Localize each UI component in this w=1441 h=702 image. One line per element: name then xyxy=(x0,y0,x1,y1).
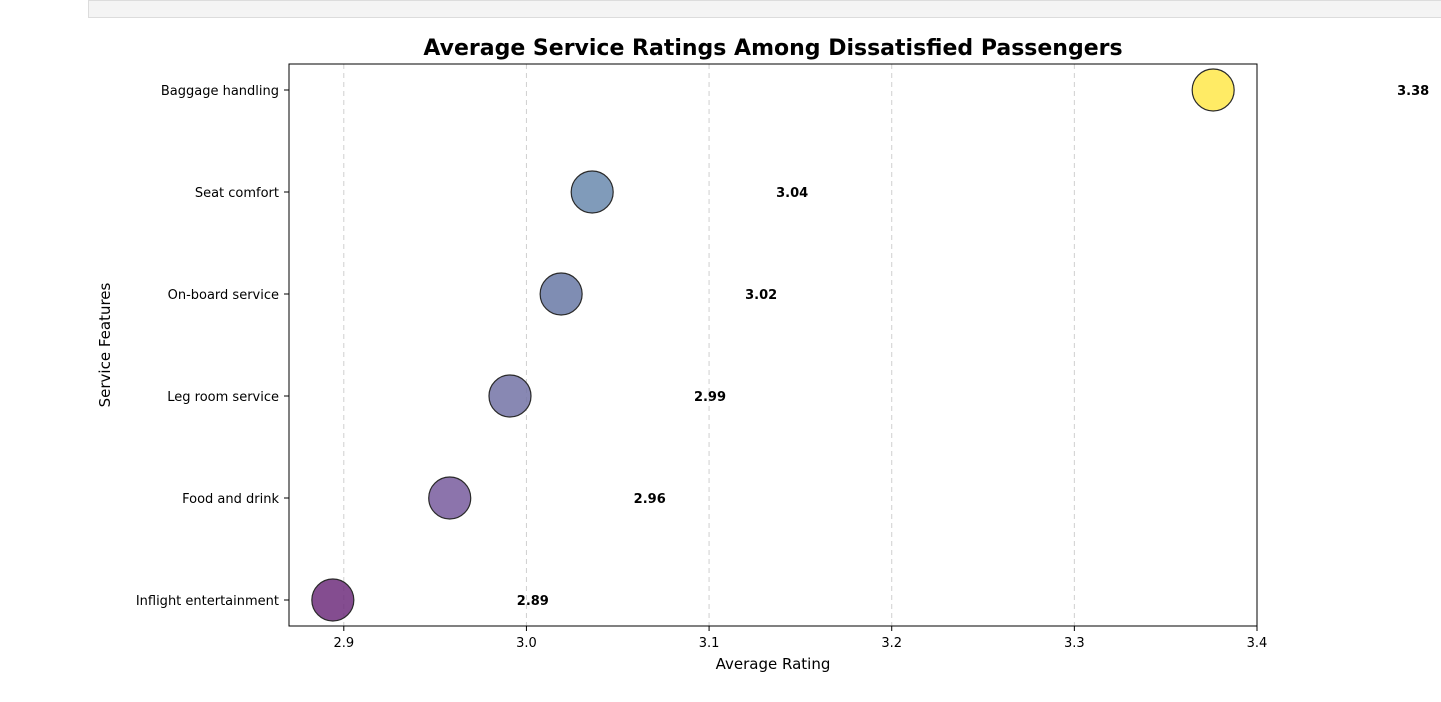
data-point-marker xyxy=(428,476,472,520)
y-tick-label: Leg room service xyxy=(167,390,279,405)
data-value-label: 2.89 xyxy=(517,594,549,609)
notebook-output-bar xyxy=(88,0,1441,18)
y-tick-label: Inflight entertainment xyxy=(136,594,279,609)
plot-area-frame xyxy=(288,63,1258,627)
grid-layer xyxy=(343,64,1258,626)
x-tick-label: 3.4 xyxy=(1247,636,1268,651)
data-markers xyxy=(311,68,1235,622)
data-point-marker xyxy=(311,578,355,622)
y-tick-label: Seat comfort xyxy=(195,186,279,201)
x-tick-label: 2.9 xyxy=(333,636,354,651)
y-tick-label: Baggage handling xyxy=(161,84,279,99)
data-point-marker xyxy=(539,272,583,316)
data-value-label: 3.04 xyxy=(776,186,808,201)
x-tick-label: 3.3 xyxy=(1064,636,1085,651)
x-axis-ticks: 2.9 3.0 3.1 3.2 3.3 3.4 xyxy=(333,626,1267,651)
x-tick-label: 3.1 xyxy=(699,636,720,651)
data-value-label: 2.99 xyxy=(694,390,726,405)
x-tick-label: 3.0 xyxy=(516,636,537,651)
y-tick-label: On-board service xyxy=(168,288,279,303)
data-value-label: 2.96 xyxy=(634,492,666,507)
data-point-marker xyxy=(570,170,614,214)
chart-title: Average Service Ratings Among Dissatisfi… xyxy=(423,36,1122,61)
data-value-label: 3.38 xyxy=(1397,84,1429,99)
data-point-marker xyxy=(488,374,532,418)
y-tick-label: Food and drink xyxy=(182,492,279,507)
x-tick-label: 3.2 xyxy=(881,636,902,651)
x-axis-label: Average Rating xyxy=(716,655,831,673)
y-axis-ticks: Inflight entertainment Food and drink Leg … xyxy=(136,84,289,609)
data-labels: 2.89 2.96 2.99 3.02 3.04 3.38 xyxy=(517,84,1429,609)
data-point-marker xyxy=(1191,68,1235,112)
data-value-label: 3.02 xyxy=(745,288,777,303)
y-axis-label: Service Features xyxy=(96,282,114,407)
